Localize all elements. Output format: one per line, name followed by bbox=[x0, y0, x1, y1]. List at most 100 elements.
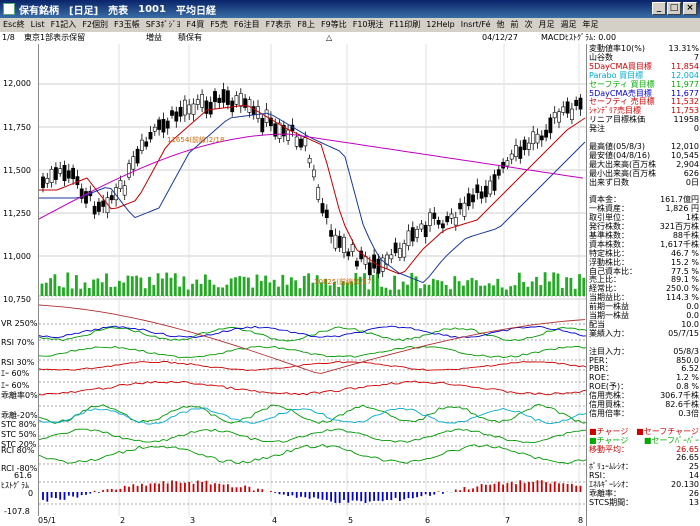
volume-bar bbox=[315, 275, 319, 296]
info-key: Parabo 買目標 bbox=[589, 70, 644, 80]
candle-body bbox=[324, 209, 329, 218]
menu-item[interactable]: F10現注 bbox=[352, 20, 384, 29]
histogram-bar bbox=[360, 492, 363, 502]
price-tick: 11,250 bbox=[3, 209, 31, 218]
menu-item[interactable]: 週足 bbox=[560, 20, 577, 29]
indicator-label: VR 250% bbox=[1, 319, 38, 328]
histogram-bar bbox=[536, 480, 539, 492]
close-icon[interactable]: × bbox=[683, 2, 697, 15]
maximize-icon[interactable]: □ bbox=[667, 2, 681, 15]
menu-item[interactable]: F1記入 bbox=[50, 20, 77, 29]
info-key: 基準株数： bbox=[589, 230, 629, 240]
info-key: RSI： bbox=[589, 471, 610, 481]
date-axis: 05/1 2 3 4 5 6 7 8 bbox=[0, 516, 586, 526]
histogram-bar bbox=[540, 480, 543, 492]
histogram-bar bbox=[575, 485, 578, 492]
info-value: 11,753 bbox=[671, 106, 699, 116]
info-row: 最大出来高(百万株 2,904 bbox=[589, 160, 699, 170]
date-tick: 2 bbox=[120, 516, 126, 525]
info-row: 浮動株比： 15.2 % bbox=[589, 258, 699, 268]
menu-item[interactable]: 前 bbox=[510, 20, 519, 29]
info-value: 306.7千株 bbox=[660, 391, 699, 401]
info-value: 12,010 bbox=[671, 141, 699, 151]
volume-bar bbox=[449, 289, 452, 296]
volume-bar bbox=[208, 279, 212, 296]
menu-item[interactable]: 次 bbox=[524, 20, 533, 29]
menu-item[interactable]: 月足 bbox=[538, 20, 555, 29]
info-row: 基準株数： 88千株 bbox=[589, 231, 699, 241]
histogram-bar bbox=[67, 492, 70, 496]
volume-bar bbox=[505, 289, 508, 296]
indicator-label: 乖離-20% bbox=[1, 411, 38, 420]
menu-item[interactable]: Esc終 bbox=[3, 20, 25, 29]
volume-bar bbox=[483, 285, 487, 296]
indicator-label: STC 20% bbox=[1, 440, 37, 449]
volume-bar bbox=[259, 280, 263, 296]
volume-bar bbox=[152, 285, 156, 296]
menu-item[interactable]: F6注目 bbox=[233, 20, 260, 29]
price-tick: 10,750 bbox=[3, 295, 31, 304]
menu-item[interactable]: 12Help bbox=[426, 20, 455, 29]
menu-item[interactable]: F7表示 bbox=[265, 20, 292, 29]
histogram-bars bbox=[42, 480, 582, 504]
volume-bar bbox=[70, 288, 74, 296]
menu-item[interactable]: 年足 bbox=[582, 20, 599, 29]
volume-bar bbox=[191, 283, 194, 296]
volume-bar bbox=[130, 276, 134, 296]
volume-bar bbox=[582, 277, 586, 296]
histogram-bar bbox=[463, 487, 466, 492]
menu-item[interactable]: F9等比 bbox=[321, 20, 347, 29]
menu-item[interactable]: F3玉帳 bbox=[114, 20, 140, 29]
candle-body bbox=[165, 120, 170, 129]
menu-item[interactable]: F5売 bbox=[210, 20, 228, 29]
menu-item[interactable]: Insrt/Fé bbox=[460, 20, 491, 29]
candle-body bbox=[432, 212, 437, 219]
info-value: 77.5 % bbox=[671, 266, 699, 276]
info-row: 前期一株益 0.0 bbox=[589, 302, 699, 312]
volume-bar bbox=[444, 284, 448, 296]
volume-bar bbox=[212, 284, 216, 296]
menu-item[interactable]: F4買 bbox=[186, 20, 205, 29]
info-key: 信用倍率： bbox=[589, 408, 629, 418]
volume-bar bbox=[225, 284, 229, 296]
info-row: 移動平均： 26.65 bbox=[589, 445, 699, 455]
info-value: 05/8/3 bbox=[673, 346, 699, 356]
histogram-bar bbox=[300, 492, 302, 497]
menu-item[interactable]: List bbox=[30, 20, 45, 29]
vr-line bbox=[39, 345, 587, 359]
minimize-icon[interactable]: _ bbox=[652, 2, 666, 15]
histogram-bar bbox=[188, 481, 191, 492]
candle-body bbox=[54, 167, 58, 180]
info-key: 変動値率10(%) bbox=[589, 44, 646, 53]
menu-item[interactable]: F11印刷 bbox=[389, 20, 421, 29]
info-row: Parabo 買目標 12,004 bbox=[589, 71, 699, 81]
candle-body bbox=[148, 131, 153, 140]
histogram-bar bbox=[437, 491, 440, 492]
info-row: RSI： 14 bbox=[589, 471, 699, 481]
menu-item[interactable]: F8上 bbox=[297, 20, 316, 29]
candle-body bbox=[471, 194, 475, 203]
title-part: [日足] bbox=[69, 5, 99, 17]
candle-body bbox=[526, 142, 531, 150]
volume-bar bbox=[182, 276, 186, 296]
candle-body bbox=[286, 129, 291, 141]
histogram-bar bbox=[515, 484, 517, 492]
volume-bar bbox=[457, 281, 461, 296]
menu-item[interactable]: SF3ﾎﾟｼﾞﾖ bbox=[145, 20, 181, 29]
volume-bar bbox=[169, 277, 173, 296]
rsi-line bbox=[39, 326, 587, 342]
info-value: 46.7 % bbox=[671, 248, 699, 258]
menu-item[interactable]: F2個別 bbox=[82, 20, 109, 29]
candle-body bbox=[492, 174, 497, 191]
rsi-signal-line bbox=[39, 325, 587, 339]
info-key: 最大出来高(百万株 bbox=[589, 159, 657, 169]
info-key: ｴﾈﾙｷﾞｰﾚｼｵ： bbox=[589, 480, 633, 490]
candle-body bbox=[329, 230, 334, 237]
histogram-bar bbox=[381, 492, 384, 502]
menu-item[interactable]: 他 bbox=[496, 20, 505, 29]
chart-area[interactable]: 11654(前線)2/18 10825(前線)5/17 bbox=[38, 44, 587, 516]
volume-bar bbox=[509, 286, 513, 296]
candle-body bbox=[49, 168, 54, 183]
histogram-bar bbox=[171, 480, 173, 492]
histogram-bar bbox=[115, 489, 117, 492]
